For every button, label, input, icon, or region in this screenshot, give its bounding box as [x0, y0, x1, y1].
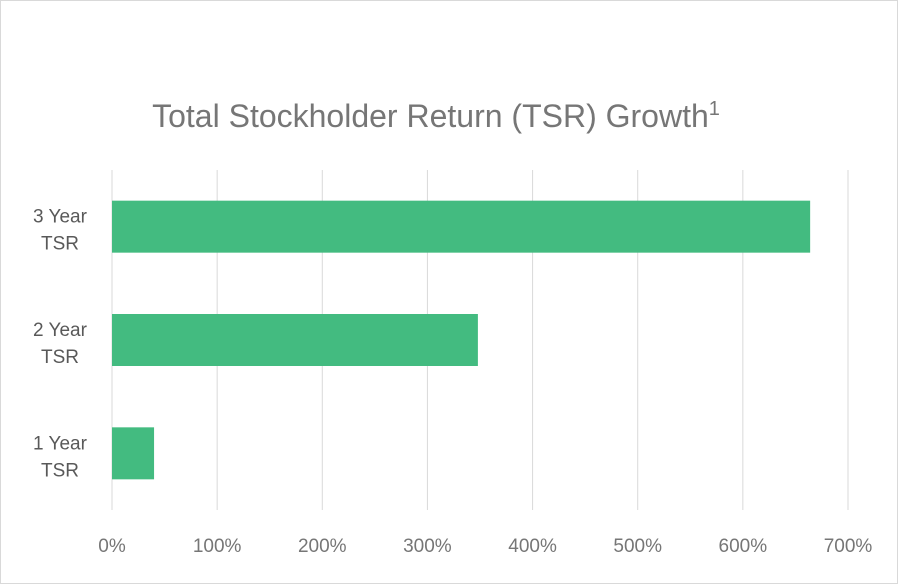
x-tick-label: 200% — [298, 536, 347, 557]
bars — [112, 200, 811, 480]
x-axis-ticks: 0% 100% 200% 300% 400% 500% 600% 700% — [98, 536, 872, 557]
x-tick-label: 300% — [403, 536, 452, 557]
x-tick-label: 700% — [824, 536, 873, 557]
x-tick-label: 100% — [193, 536, 242, 557]
x-tick-label: 0% — [98, 536, 126, 557]
category-label: TSR — [41, 460, 79, 481]
category-label: 2 Year — [33, 320, 88, 341]
chart-title-text: Total Stockholder Return (TSR) Growth — [152, 98, 709, 134]
bar — [112, 427, 155, 480]
category-label: 1 Year — [33, 433, 88, 454]
x-tick-label: 500% — [613, 536, 662, 557]
x-tick-label: 600% — [719, 536, 768, 557]
category-label: TSR — [41, 234, 79, 255]
x-tick-label: 400% — [508, 536, 557, 557]
bar — [112, 200, 811, 253]
category-label: TSR — [41, 347, 79, 368]
chart-title-superscript: 1 — [709, 98, 720, 120]
category-label: 3 Year — [33, 207, 88, 228]
category-labels: 3 Year TSR 2 Year TSR 1 Year TSR — [33, 207, 88, 482]
bar — [112, 314, 478, 366]
chart-title: Total Stockholder Return (TSR) Growth1 — [152, 98, 720, 134]
